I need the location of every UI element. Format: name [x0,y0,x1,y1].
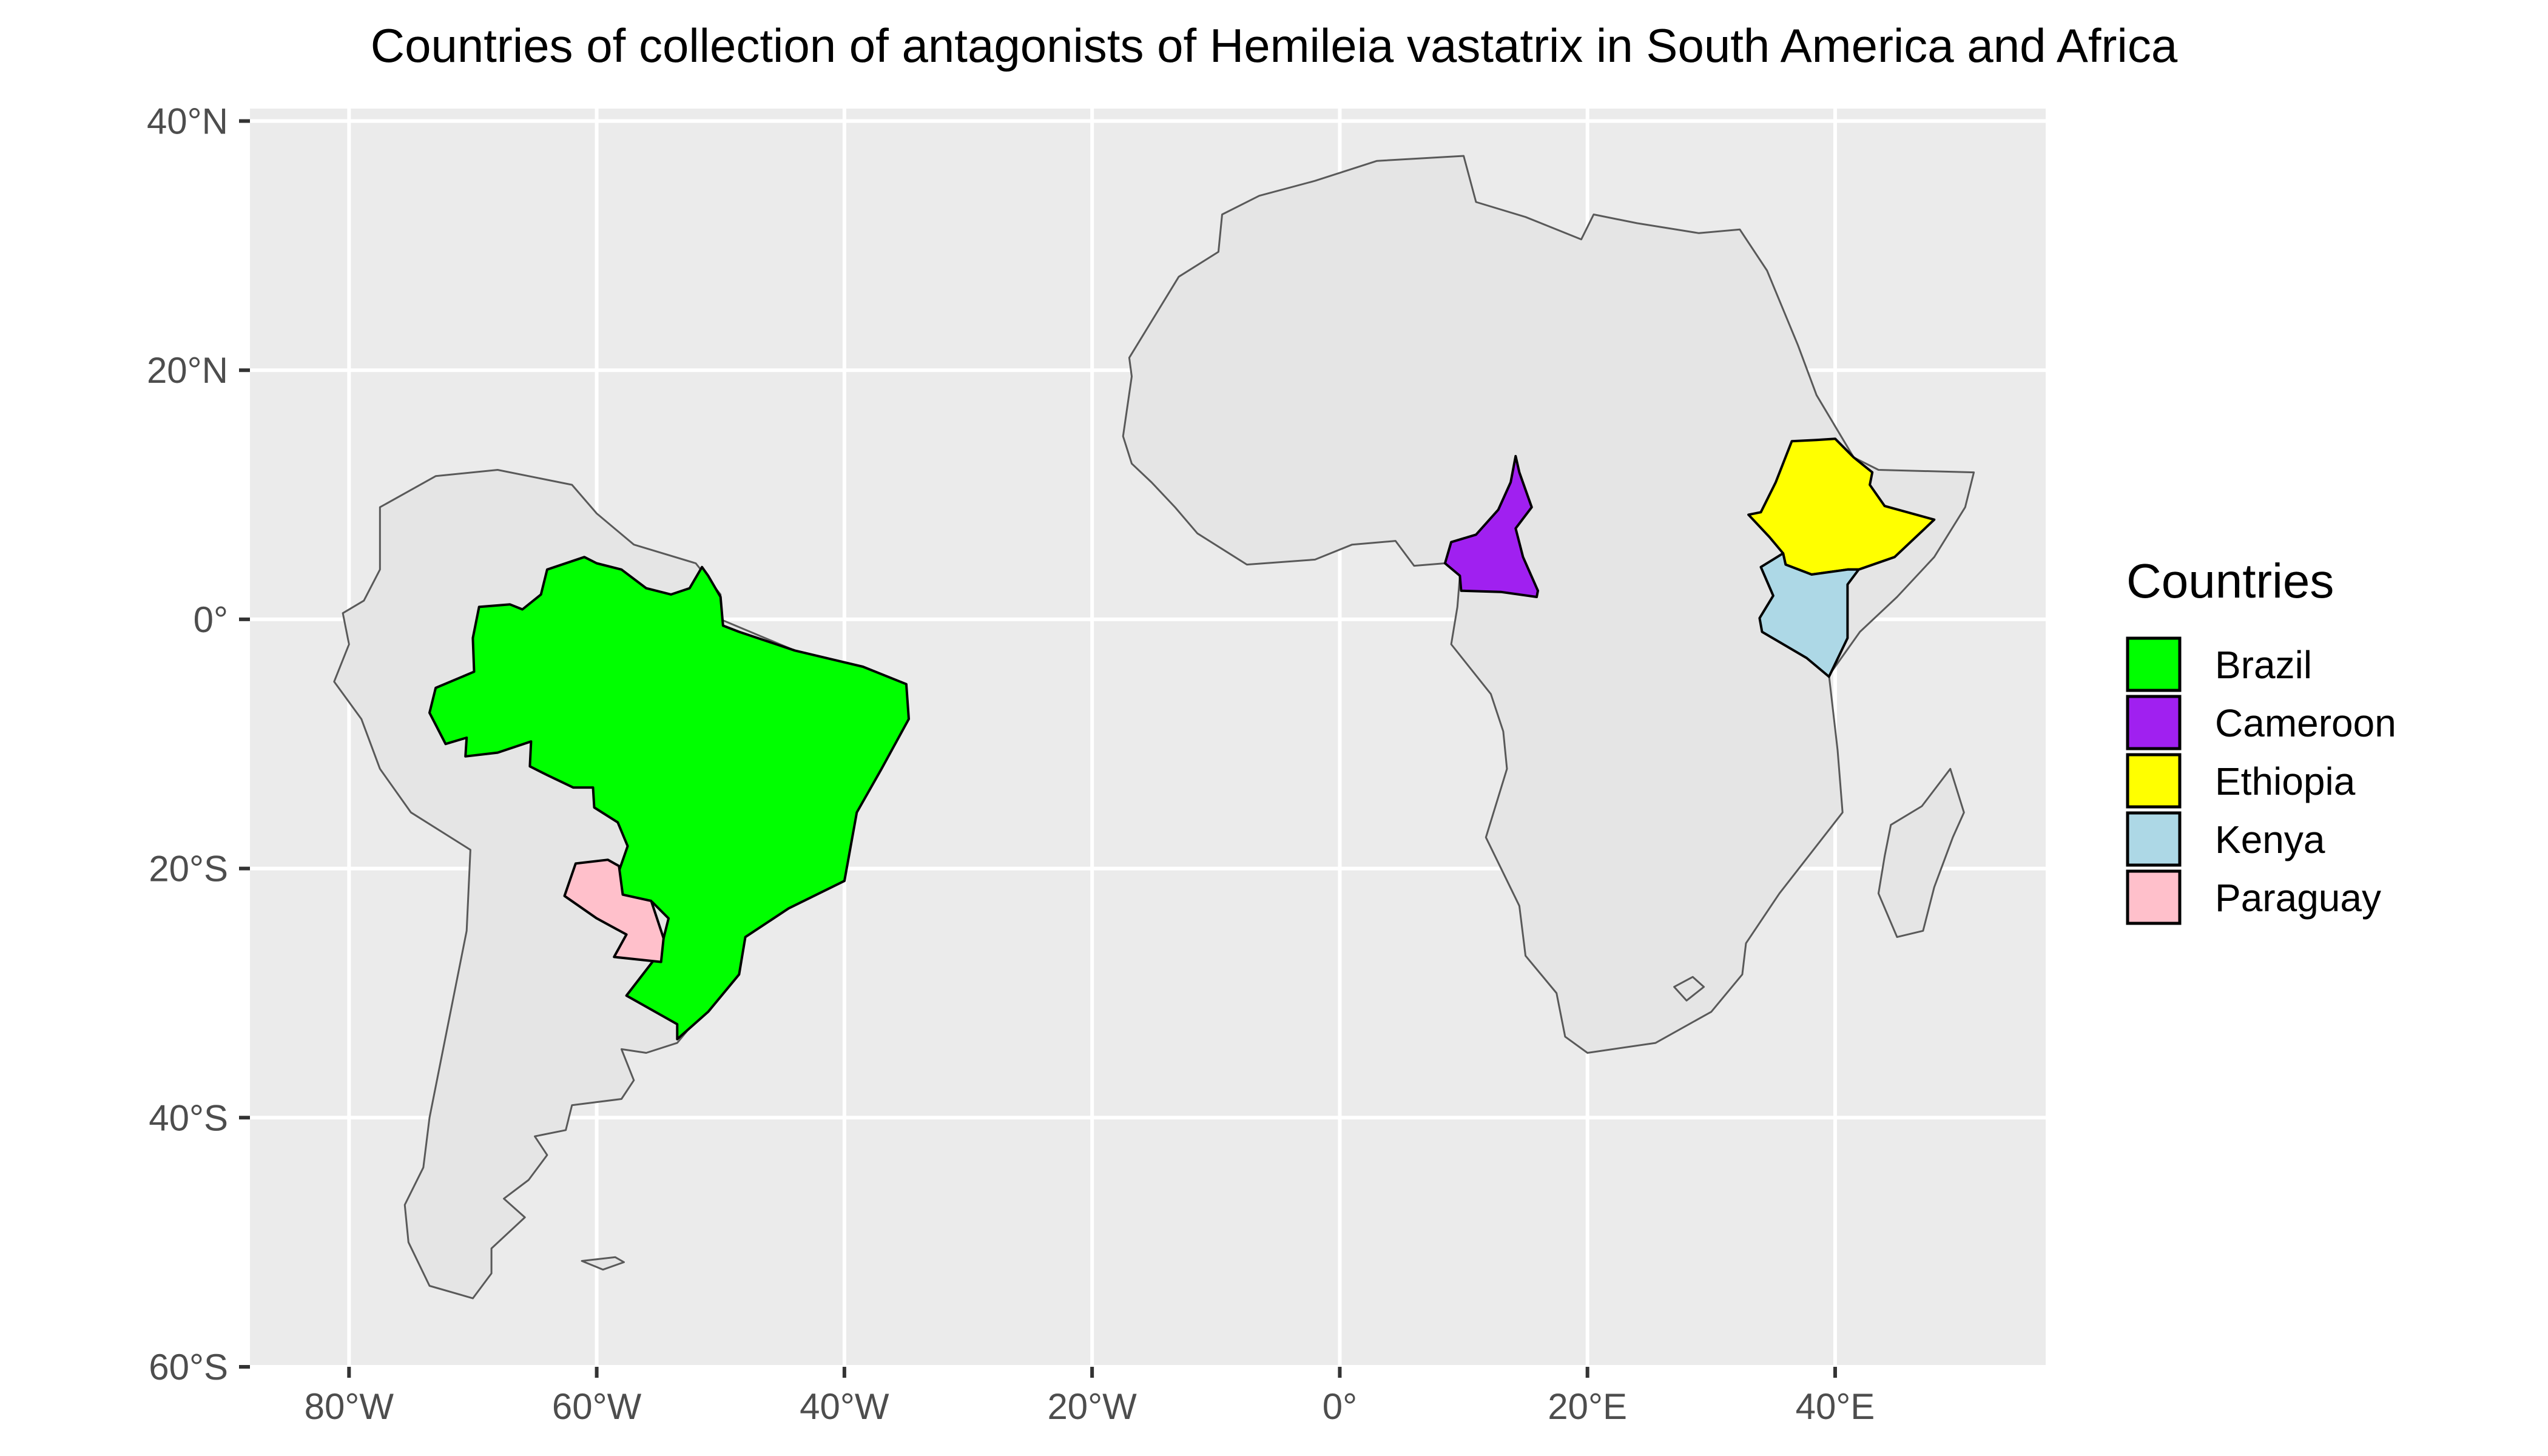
legend-swatch [2126,811,2182,867]
x-tick-label: 20°W [1047,1386,1137,1427]
y-tick-label: 40°N [147,101,228,142]
x-tick-label: 0° [1323,1386,1357,1427]
legend: Countries Brazil Cameroon Ethiopia Kenya Par… [2126,554,2396,925]
legend-item: Ethiopia [2126,753,2356,809]
land-madagascar [1877,767,1965,939]
legend-item: Kenya [2126,811,2325,867]
legend-swatch [2126,695,2182,750]
x-tick-label: 20°E [1548,1386,1627,1427]
legend-label: Brazil [2215,643,2312,687]
y-tick-label: 40°S [149,1097,228,1138]
map-title: Countries of collection of antagonists o… [371,19,2178,72]
y-tick-label: 0° [194,599,228,640]
legend-label: Kenya [2215,818,2325,861]
y-tick-label: 20°N [147,350,228,391]
x-tick-label: 40°W [800,1386,889,1427]
legend-item: Brazil [2126,636,2312,692]
legend-swatch [2126,869,2182,925]
country-brazil[interactable] [428,556,910,1040]
land-lesotho [1673,976,1705,1002]
y-tick-label: 60°S [149,1347,228,1387]
axes: 80°W 60°W 40°W 20°W 0° 20°E 40°E 40°N 20°N 0° 20°S… [147,101,1875,1427]
legend-label: Cameroon [2215,701,2396,745]
legend-item: Paraguay [2126,869,2381,925]
legend-swatch [2126,636,2182,692]
x-tick-label: 40°E [1796,1386,1875,1427]
land-africa [1122,155,1975,1054]
legend-label: Paraguay [2215,876,2381,920]
legend-title: Countries [2126,554,2334,608]
legend-item: Cameroon [2126,695,2396,750]
y-tick-label: 20°S [149,849,228,889]
legend-label: Ethiopia [2215,760,2356,803]
country-paraguay[interactable] [563,858,665,963]
x-tick-label: 60°W [552,1386,642,1427]
legend-swatch [2126,753,2182,809]
highlighted-countries [428,437,1936,1040]
land-falklands [581,1256,625,1271]
country-kenya[interactable] [1758,552,1860,678]
country-cameroon[interactable] [1443,454,1539,598]
x-tick-label: 80°W [305,1386,394,1427]
